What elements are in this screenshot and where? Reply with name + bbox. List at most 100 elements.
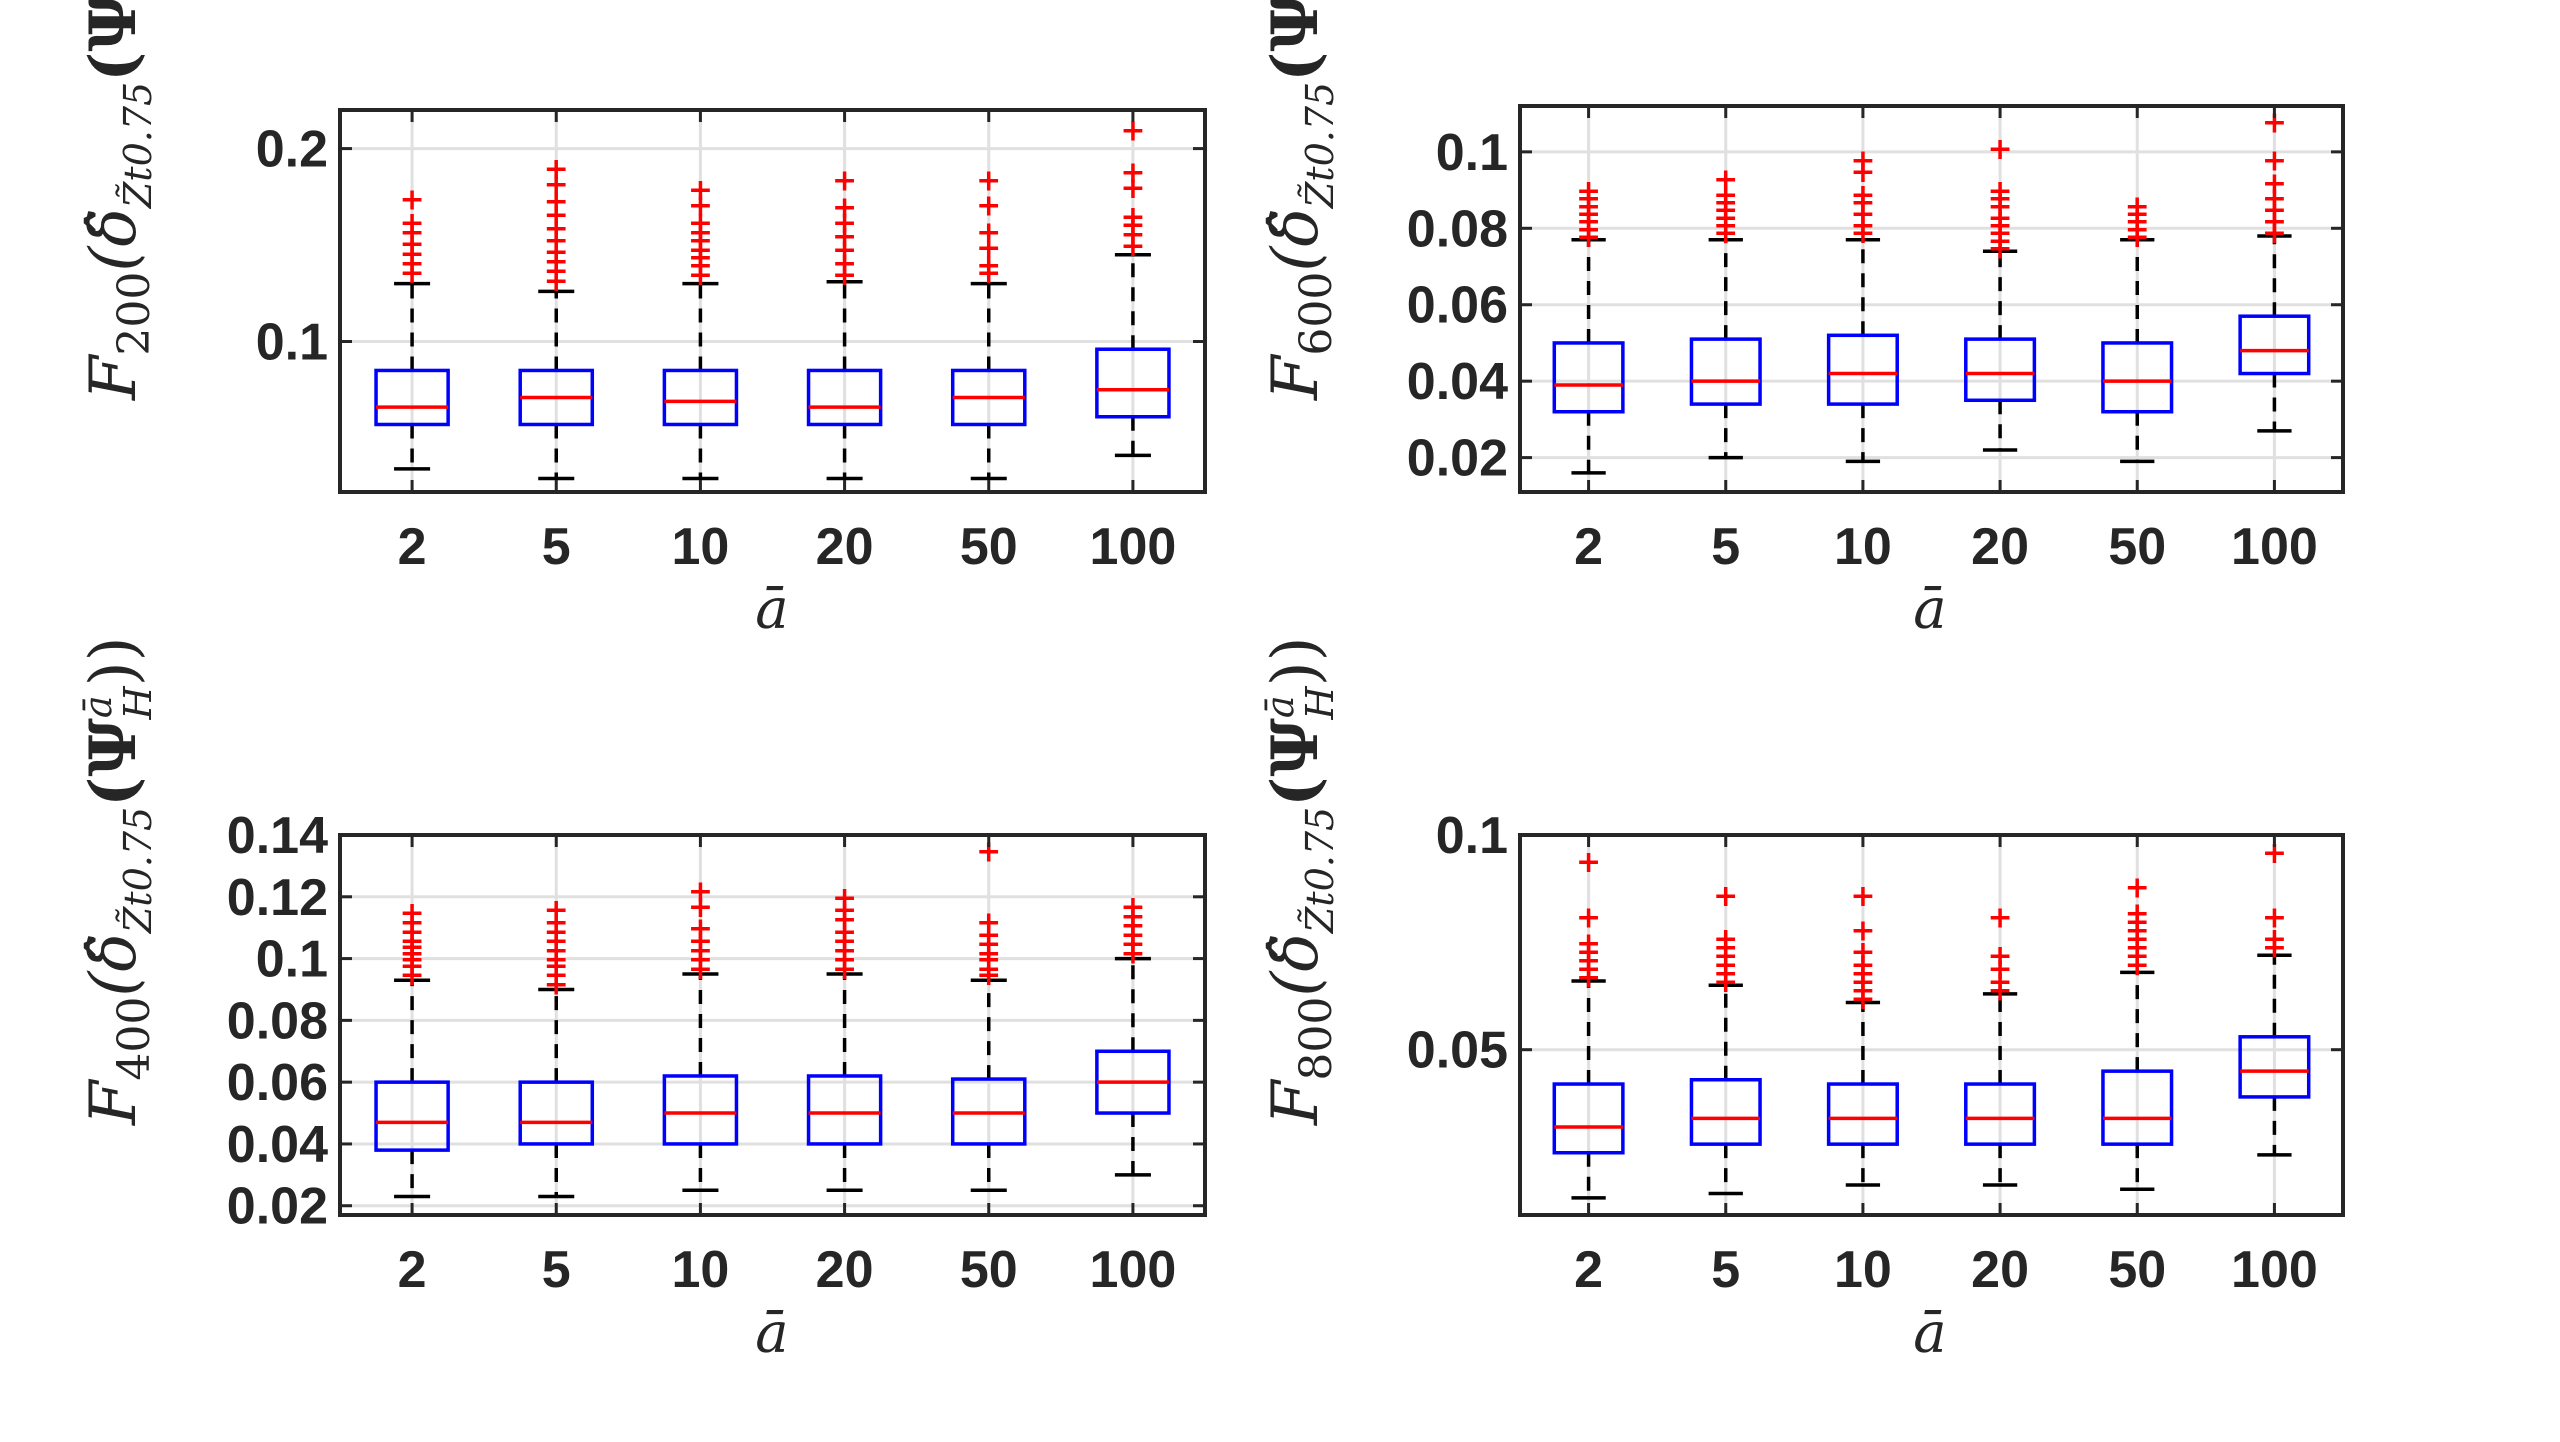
outlier-marker: + — [688, 943, 713, 978]
outlier-marker: + — [976, 927, 1001, 962]
x-tick-label: 50 — [960, 1241, 1018, 1299]
y-tick-label: 0.06 — [1407, 277, 1508, 335]
outlier-marker: + — [2262, 931, 2287, 966]
outlier-marker: + — [544, 244, 569, 279]
box-5 — [1689, 337, 1762, 406]
outlier-marker: + — [976, 943, 1001, 978]
outlier-marker: + — [1988, 201, 2013, 236]
x-axis-label: ā — [755, 577, 788, 642]
outlier-marker: + — [2262, 922, 2287, 957]
outlier-marker: + — [1120, 200, 1145, 235]
y-axis-label-part: (δ̂ — [1259, 208, 1333, 272]
outlier-marker: + — [832, 163, 857, 198]
outlier-marker: + — [688, 189, 713, 224]
outlier-marker: + — [1576, 952, 1601, 987]
y-axis-label: F800(δ̂Z̃t0.75(ΨāH)) — [1258, 636, 1342, 1126]
outlier-marker: + — [1120, 217, 1145, 252]
outlier-marker: + — [976, 256, 1001, 291]
outlier-marker: + — [1850, 913, 1875, 948]
x-tick-label: 2 — [398, 1241, 427, 1299]
x-tick-label: 10 — [671, 1241, 729, 1299]
box-20 — [806, 1074, 883, 1146]
chart-panel-2: ++++++++++++++++++++++++++++++++++++++++… — [1258, 0, 2345, 642]
axes-frame — [338, 833, 1207, 1217]
outlier-marker: + — [832, 943, 857, 978]
outlier-marker: + — [2125, 922, 2150, 957]
outlier-marker: + — [1713, 931, 1738, 966]
outlier-marker: + — [1576, 182, 1601, 217]
outlier-marker: + — [1713, 922, 1738, 957]
outlier-marker: + — [400, 936, 425, 971]
outlier-marker: + — [1713, 201, 1738, 236]
box-10 — [662, 1074, 739, 1146]
y-axis-label-part: F — [77, 353, 151, 401]
box-10 — [1826, 333, 1899, 406]
x-axis-label: ā — [1913, 577, 1946, 642]
outlier-marker: + — [400, 227, 425, 262]
y-tick-label: 0.12 — [227, 869, 328, 927]
box-50 — [2101, 341, 2174, 414]
outlier-marker: + — [832, 952, 857, 987]
y-axis-label-part: (δ̂ — [1259, 933, 1333, 997]
outlier-marker: + — [400, 906, 425, 941]
outlier-marker: + — [400, 924, 425, 959]
outlier-marker: + — [544, 152, 569, 187]
outlier-marker: + — [400, 896, 425, 931]
outlier-marker: + — [2125, 931, 2150, 966]
outlier-marker: + — [1576, 212, 1601, 247]
y-axis-label-part: F — [77, 1078, 151, 1126]
outlier-marker: + — [2125, 205, 2150, 240]
outlier-marker: + — [832, 933, 857, 968]
y-axis-label-part: ā — [76, 695, 120, 718]
outlier-marker: + — [1713, 965, 1738, 1000]
outlier-marker: + — [832, 881, 857, 916]
x-tick-label: 100 — [2231, 518, 2318, 576]
y-axis-label: F400(δ̂Z̃t0.75(ΨāH)) — [76, 636, 160, 1126]
outlier-marker: + — [976, 189, 1001, 224]
outlier-marker: + — [400, 256, 425, 291]
outlier-marker: + — [1988, 132, 2013, 167]
outlier-marker: + — [400, 949, 425, 984]
outlier-marker: + — [1120, 229, 1145, 264]
outlier-marker: + — [1988, 231, 2013, 266]
outlier-marker: + — [1850, 144, 1875, 179]
outlier-marker: + — [1988, 901, 2013, 936]
outlier-marker: + — [1576, 845, 1601, 880]
outlier-marker: + — [1120, 171, 1145, 206]
x-tick-label: 2 — [1574, 1241, 1603, 1299]
outlier-marker: + — [1576, 205, 1601, 240]
y-axis-label: F600(δ̂Z̃t0.75(ΨāH)) — [1258, 0, 1342, 401]
outlier-marker: + — [1713, 939, 1738, 974]
box-50 — [2101, 1069, 2174, 1146]
outlier-marker: + — [1120, 156, 1145, 191]
outlier-marker: + — [1850, 208, 1875, 243]
outlier-marker: + — [544, 906, 569, 941]
outlier-marker: + — [1988, 174, 2013, 209]
y-axis-label-part: 200 — [109, 272, 160, 356]
box-20 — [806, 368, 883, 427]
outlier-marker: + — [1713, 178, 1738, 213]
outlier-marker: + — [688, 206, 713, 241]
axes-frame — [1518, 104, 2345, 494]
outlier-marker: + — [1988, 189, 2013, 224]
outlier-marker: + — [1120, 909, 1145, 944]
outlier-marker: + — [400, 206, 425, 241]
y-axis-label: F200(δ̂Z̃t0.75(ΨāH)) — [76, 0, 160, 401]
x-tick-label: 20 — [1971, 1241, 2029, 1299]
y-axis-label-part: H — [1298, 685, 1342, 720]
box-100 — [1095, 347, 1171, 419]
x-tick-label: 2 — [398, 518, 427, 576]
x-tick-label: 50 — [2108, 518, 2166, 576]
x-tick-label: 50 — [2108, 1241, 2166, 1299]
outlier-marker: + — [1850, 974, 1875, 1009]
outlier-marker: + — [2125, 939, 2150, 974]
outlier-marker: + — [2125, 871, 2150, 906]
y-axis-label-part: )) — [1259, 636, 1333, 686]
outlier-marker: + — [2125, 189, 2150, 224]
outlier-marker: + — [544, 958, 569, 993]
outlier-marker: + — [1713, 216, 1738, 251]
outlier-marker: + — [832, 902, 857, 937]
outlier-marker: + — [1576, 926, 1601, 961]
y-axis-label-part: 600 — [1291, 272, 1342, 356]
outlier-marker: + — [1713, 193, 1738, 228]
